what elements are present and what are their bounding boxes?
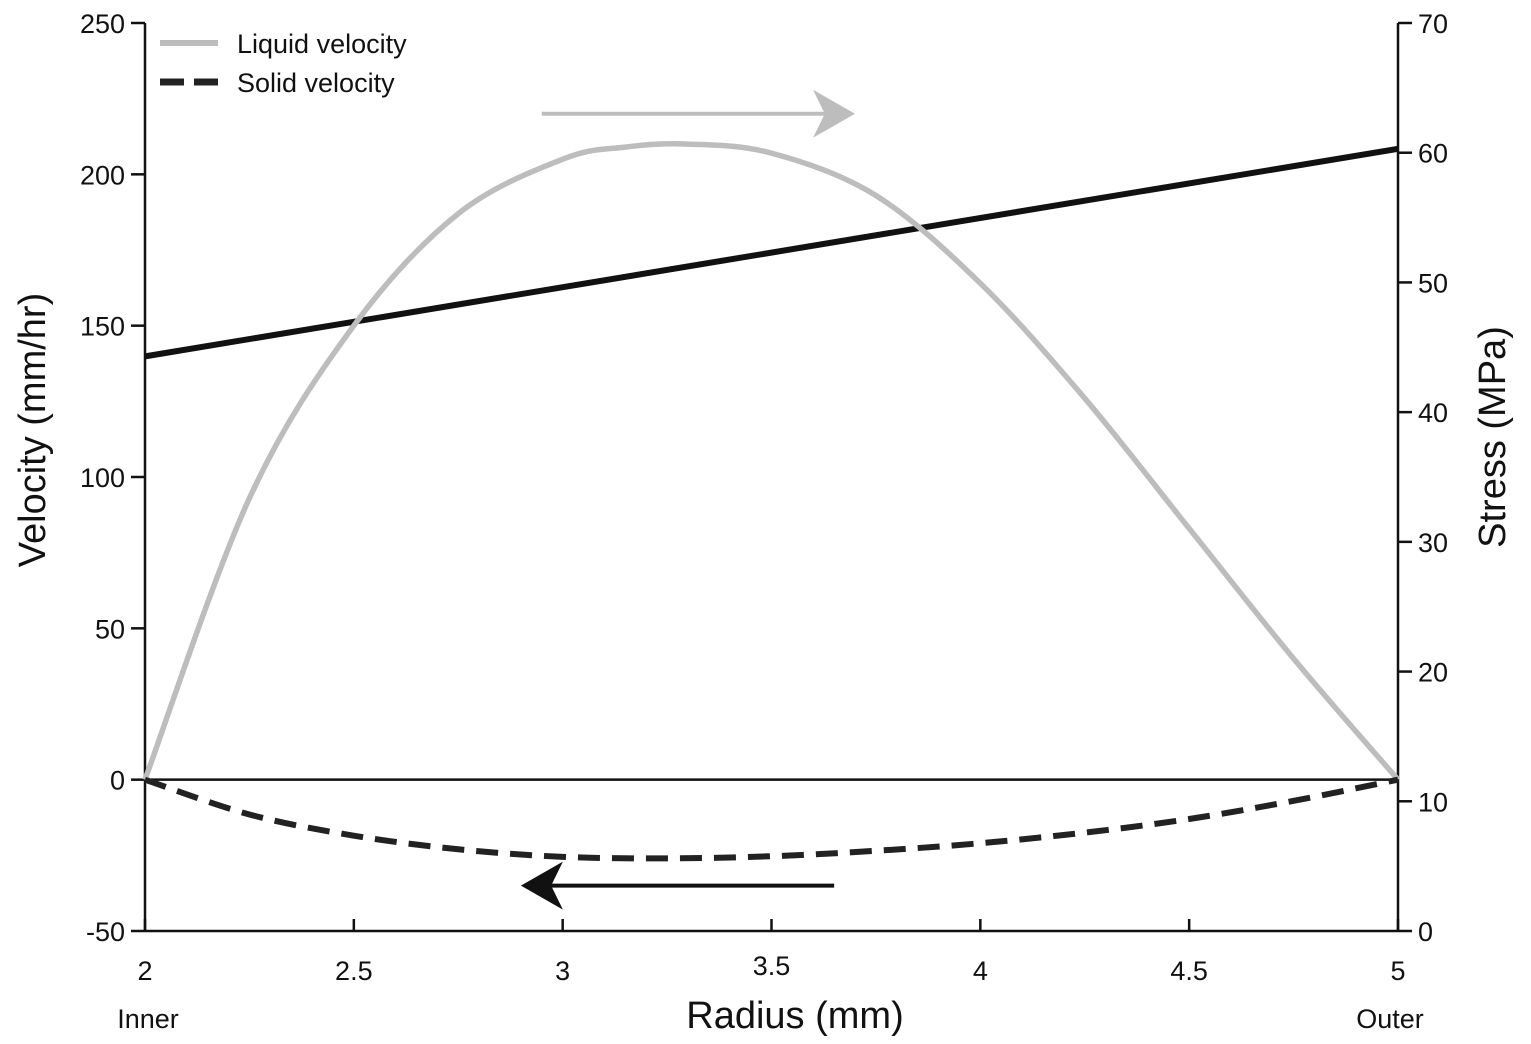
y-tick-label: 250 [80, 9, 125, 39]
outer-edge-label: Outer [1356, 1004, 1424, 1034]
axes [143, 23, 1400, 933]
legend-label: Solid velocity [237, 68, 395, 98]
arrow-head-right [813, 89, 856, 138]
arrow-head-left [520, 861, 563, 910]
y2-tick-label: 50 [1418, 268, 1448, 298]
y-tick-label: 100 [80, 463, 125, 493]
y2-tick-label: 0 [1418, 917, 1433, 947]
x-tick-label: 3.5 [753, 951, 791, 981]
x-tick-label: 4.5 [1170, 956, 1208, 986]
x-axis-title: Radius (mm) [686, 995, 903, 1037]
series-layer [142, 141, 1401, 862]
legend: Liquid velocity Solid velocity [160, 29, 407, 98]
stress-line [144, 145, 1399, 360]
x-tick-label: 5 [1390, 956, 1405, 986]
solid-velocity-line [144, 776, 1399, 862]
y2-tick-label: 10 [1418, 787, 1448, 817]
y-tick-label: -50 [86, 917, 125, 947]
y-axis-title: Velocity (mm/hr) [12, 293, 54, 567]
y2-tick-label: 20 [1418, 658, 1448, 688]
x-tick-label: 4 [973, 956, 988, 986]
y-tick-label: 200 [80, 160, 125, 190]
y2-tick-label: 40 [1418, 398, 1448, 428]
ticks: 2 2.5 3 3.5 4 4.5 5 -50 0 50 100 150 200 250 0 10 20 30 40… [80, 9, 1448, 986]
legend-label: Liquid velocity [237, 29, 407, 59]
x-tick-label: 3 [555, 956, 570, 986]
x-tick-label: 2.5 [335, 956, 373, 986]
x-tick-label: 2 [137, 956, 152, 986]
y-tick-label: 150 [80, 312, 125, 342]
liquid-velocity-line [142, 141, 1401, 782]
y2-tick-label: 60 [1418, 139, 1448, 169]
arrows-layer [520, 89, 856, 910]
inner-edge-label: Inner [117, 1004, 179, 1034]
y-tick-label: 0 [110, 766, 125, 796]
y-tick-label: 50 [95, 614, 125, 644]
y2-axis-title: Stress (MPa) [1472, 326, 1514, 548]
y2-tick-label: 70 [1418, 9, 1448, 39]
y2-tick-label: 30 [1418, 528, 1448, 558]
